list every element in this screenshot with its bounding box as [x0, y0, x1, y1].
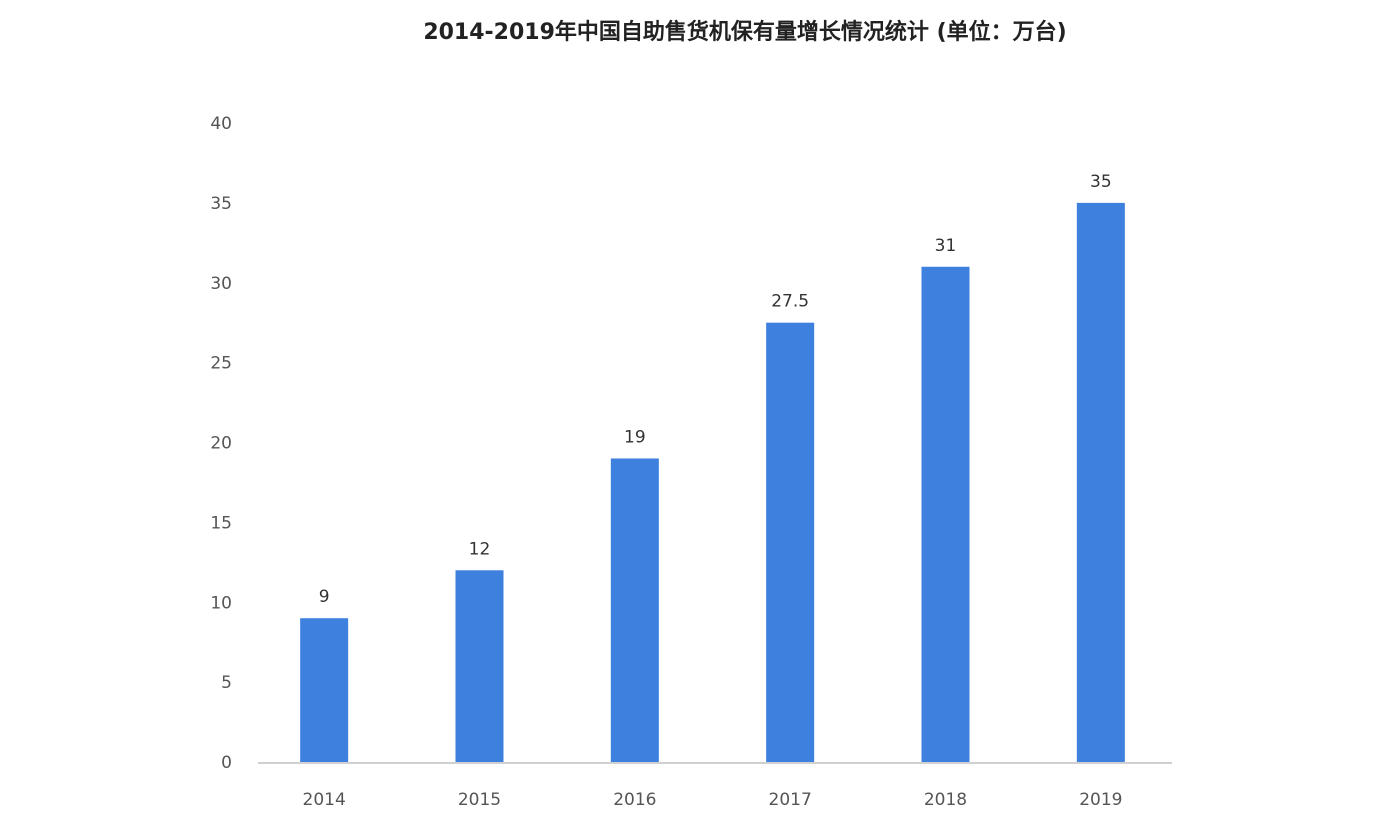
bar-2018 [921, 266, 970, 762]
data-label: 35 [1090, 172, 1112, 192]
data-label: 12 [469, 539, 491, 559]
bar-2015 [455, 570, 504, 762]
y-tick-label: 20 [210, 434, 232, 454]
data-label: 31 [935, 236, 957, 256]
x-tick-label: 2014 [303, 790, 346, 810]
bar-2016 [610, 458, 659, 762]
x-tick-label: 2016 [613, 790, 656, 810]
y-tick-label: 40 [210, 114, 232, 134]
y-tick-label: 35 [210, 194, 232, 214]
bar-2017 [766, 322, 815, 762]
y-tick-label: 0 [221, 753, 232, 773]
x-tick-label: 2019 [1079, 790, 1122, 810]
data-label: 19 [624, 427, 646, 447]
y-tick-label: 25 [210, 354, 232, 374]
bar-2014 [300, 618, 349, 762]
data-label: 9 [319, 587, 330, 607]
y-tick-label: 30 [210, 274, 232, 294]
y-tick-label: 10 [210, 593, 232, 613]
data-label: 27.5 [771, 292, 809, 312]
chart-title: 2014-2019年中国自助售货机保有量增长情况统计 (单位：万台) [423, 20, 1067, 45]
bar-2019 [1076, 202, 1125, 762]
y-tick-label: 15 [210, 513, 232, 533]
y-tick-label: 5 [221, 673, 232, 693]
x-tick-label: 2018 [924, 790, 967, 810]
x-tick-label: 2017 [769, 790, 812, 810]
x-tick-label: 2015 [458, 790, 501, 810]
